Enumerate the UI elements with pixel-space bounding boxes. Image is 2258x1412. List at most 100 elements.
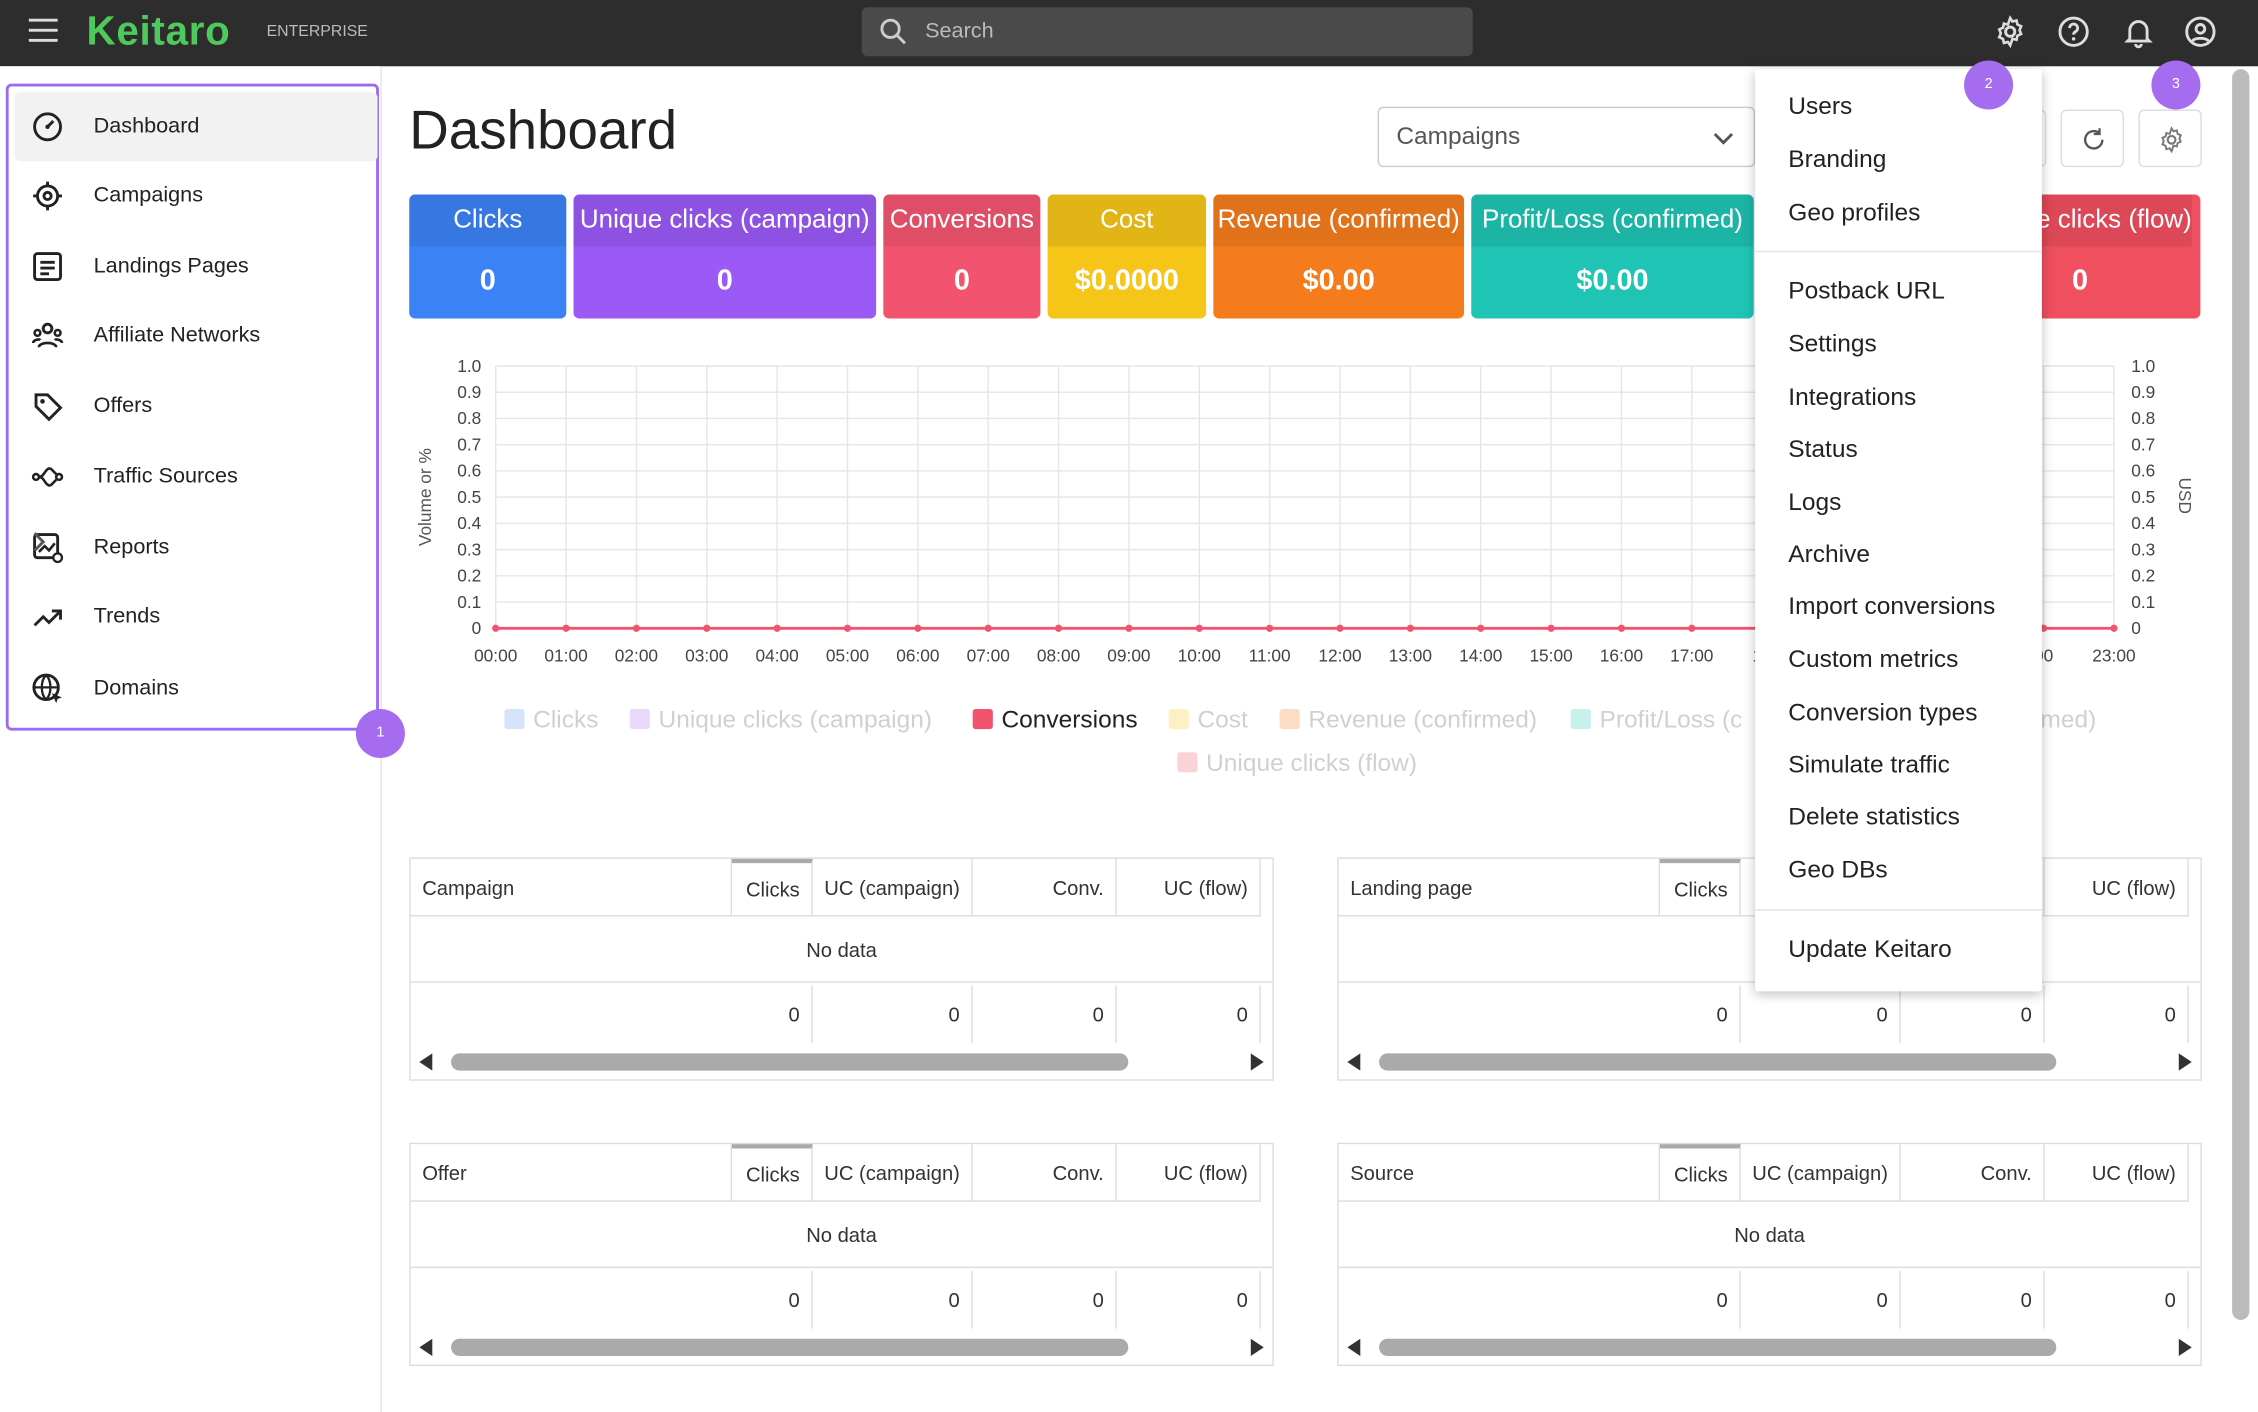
kpi-label: Profit/Loss (confirmed) bbox=[1471, 194, 1754, 247]
kpi-profit[interactable]: Profit/Loss (confirmed) $0.00 bbox=[1471, 194, 1754, 319]
table-header[interactable]: UC (campaign) bbox=[812, 858, 973, 917]
data-point bbox=[914, 624, 922, 632]
scrollbar-thumb[interactable] bbox=[451, 1053, 1129, 1071]
menu-item-simulate-traffic[interactable]: Simulate traffic bbox=[1788, 750, 1950, 779]
menu-item-settings[interactable]: Settings bbox=[1788, 329, 1877, 358]
refresh-button[interactable] bbox=[2060, 109, 2125, 168]
table-header[interactable]: Offer bbox=[410, 1144, 733, 1202]
kpi-revenue[interactable]: Revenue (confirmed) $0.00 bbox=[1213, 194, 1465, 319]
tag-icon bbox=[34, 393, 63, 422]
sidebar-item-landings[interactable]: Landings Pages bbox=[14, 232, 377, 301]
kpi-unique-clicks-campaign[interactable]: Unique clicks (campaign) 0 bbox=[573, 194, 877, 319]
table-header-sorted[interactable]: Clicks bbox=[732, 858, 813, 917]
sidebar-item-offers[interactable]: Offers bbox=[14, 372, 377, 441]
table-header[interactable]: Conv. bbox=[1900, 1144, 2045, 1202]
sidebar-item-trends[interactable]: Trends bbox=[14, 582, 377, 651]
search-input[interactable]: Search bbox=[861, 7, 1473, 57]
bell-icon[interactable] bbox=[2121, 14, 2156, 49]
scroll-right-icon[interactable] bbox=[1249, 1053, 1264, 1071]
menu-item-geo-profiles[interactable]: Geo profiles bbox=[1788, 198, 1921, 227]
menu-item-postback-url[interactable]: Postback URL bbox=[1788, 276, 1945, 305]
sidebar-item-domains[interactable]: Domains bbox=[14, 654, 377, 723]
dashboard-settings-button[interactable] bbox=[2138, 109, 2202, 168]
kpi-clicks[interactable]: Clicks 0 bbox=[409, 194, 567, 319]
app-logo[interactable]: Keitaro bbox=[86, 8, 231, 54]
legend-swatch bbox=[972, 708, 993, 730]
scrollbar-thumb[interactable] bbox=[1379, 1053, 2057, 1071]
table-header-sorted[interactable]: Clicks bbox=[1660, 858, 1741, 917]
sidebar-highlight: Dashboard Campaigns Landings Pages Affil… bbox=[5, 83, 379, 731]
scroll-right-icon[interactable] bbox=[2177, 1338, 2192, 1356]
help-icon[interactable] bbox=[2056, 14, 2091, 49]
table-header[interactable]: Source bbox=[1338, 1144, 1661, 1202]
table-header-sorted[interactable]: Clicks bbox=[1660, 1144, 1741, 1202]
table-header[interactable]: Conv. bbox=[972, 1144, 1117, 1202]
grouping-select[interactable]: Campaigns bbox=[1377, 106, 1756, 168]
total-cell: 0 bbox=[1660, 1270, 1741, 1329]
data-point bbox=[1336, 624, 1344, 632]
table-header[interactable]: UC (flow) bbox=[2044, 858, 2189, 917]
data-point bbox=[1125, 624, 1133, 632]
table-header[interactable]: Landing page bbox=[1338, 858, 1661, 917]
menu-item-delete-statistics[interactable]: Delete statistics bbox=[1788, 802, 1960, 831]
menu-item-custom-metrics[interactable]: Custom metrics bbox=[1788, 645, 1959, 673]
menu-item-import-conversions[interactable]: Import conversions bbox=[1788, 592, 1996, 620]
table-header[interactable]: UC (campaign) bbox=[812, 1144, 973, 1202]
total-cell: 0 bbox=[1901, 985, 2045, 1044]
table-header[interactable]: UC (flow) bbox=[2044, 1144, 2189, 1202]
y-tick-label: 0.6 bbox=[457, 461, 481, 481]
x-tick-label: 08:00 bbox=[1037, 645, 1080, 665]
legend-item: Clicks bbox=[533, 707, 598, 734]
menu-item-logs[interactable]: Logs bbox=[1788, 488, 1842, 516]
table-header[interactable]: Campaign bbox=[410, 858, 733, 917]
menu-item-update-keitaro[interactable]: Update Keitaro bbox=[1788, 935, 1952, 963]
scroll-left-icon[interactable] bbox=[1347, 1053, 1361, 1071]
horizontal-scrollbar[interactable] bbox=[1339, 1043, 2201, 1080]
vertical-scrollbar[interactable] bbox=[2232, 69, 2250, 1320]
menu-item-branding[interactable]: Branding bbox=[1788, 145, 1887, 173]
data-point bbox=[773, 624, 781, 632]
scrollbar-thumb[interactable] bbox=[1379, 1338, 2057, 1356]
table-header[interactable]: Conv. bbox=[972, 858, 1117, 917]
x-tick-label: 02:00 bbox=[615, 645, 658, 665]
y2-tick-label: 0.3 bbox=[2131, 539, 2155, 559]
y2-tick-label: 0.5 bbox=[2131, 487, 2155, 507]
table-header[interactable]: UC (campaign) bbox=[1740, 1144, 1901, 1202]
horizontal-scrollbar[interactable] bbox=[1339, 1329, 2201, 1366]
sidebar-item-traffic-sources[interactable]: Traffic Sources bbox=[14, 442, 377, 511]
legend-swatch bbox=[504, 708, 525, 730]
menu-item-integrations[interactable]: Integrations bbox=[1788, 383, 1917, 411]
table-header[interactable]: UC (flow) bbox=[1116, 858, 1261, 917]
menu-item-users[interactable]: Users bbox=[1788, 92, 1853, 120]
menu-item-geo-dbs[interactable]: Geo DBs bbox=[1788, 855, 1888, 884]
y-tick-label: 0.2 bbox=[457, 566, 481, 586]
sidebar-item-campaigns[interactable]: Campaigns bbox=[14, 161, 377, 230]
kpi-value: 0 bbox=[2071, 265, 2089, 297]
scrollbar-thumb[interactable] bbox=[451, 1338, 1129, 1356]
top-bar: Keitaro ENTERPRISE Search bbox=[0, 0, 2258, 67]
menu-icon[interactable] bbox=[28, 18, 58, 45]
scroll-left-icon[interactable] bbox=[1347, 1338, 1361, 1356]
scroll-right-icon[interactable] bbox=[1249, 1338, 1264, 1356]
sidebar-item-affiliate-networks[interactable]: Affiliate Networks bbox=[14, 301, 377, 370]
horizontal-scrollbar[interactable] bbox=[411, 1329, 1273, 1366]
menu-item-conversion-types[interactable]: Conversion types bbox=[1788, 698, 1978, 727]
scroll-left-icon[interactable] bbox=[419, 1338, 433, 1356]
scroll-right-icon[interactable] bbox=[2177, 1053, 2192, 1071]
total-cell: 0 bbox=[813, 985, 973, 1044]
kpi-cost[interactable]: Cost $0.0000 bbox=[1047, 194, 1207, 319]
sidebar-item-reports[interactable]: Reports bbox=[14, 513, 377, 582]
table-header[interactable]: UC (flow) bbox=[1116, 1144, 1261, 1202]
scroll-left-icon[interactable] bbox=[419, 1053, 433, 1071]
data-point bbox=[1477, 624, 1485, 632]
sidebar-item-dashboard[interactable]: Dashboard bbox=[14, 92, 378, 162]
menu-item-archive[interactable]: Archive bbox=[1788, 540, 1870, 568]
table-header-sorted[interactable]: Clicks bbox=[732, 1144, 813, 1202]
kpi-value: 0 bbox=[953, 265, 970, 297]
horizontal-scrollbar[interactable] bbox=[411, 1043, 1273, 1080]
trend-icon bbox=[33, 609, 62, 627]
gear-icon[interactable] bbox=[1993, 14, 2028, 49]
kpi-conversions[interactable]: Conversions 0 bbox=[883, 194, 1041, 319]
account-icon[interactable] bbox=[2183, 14, 2218, 49]
menu-item-status[interactable]: Status bbox=[1788, 435, 1858, 463]
